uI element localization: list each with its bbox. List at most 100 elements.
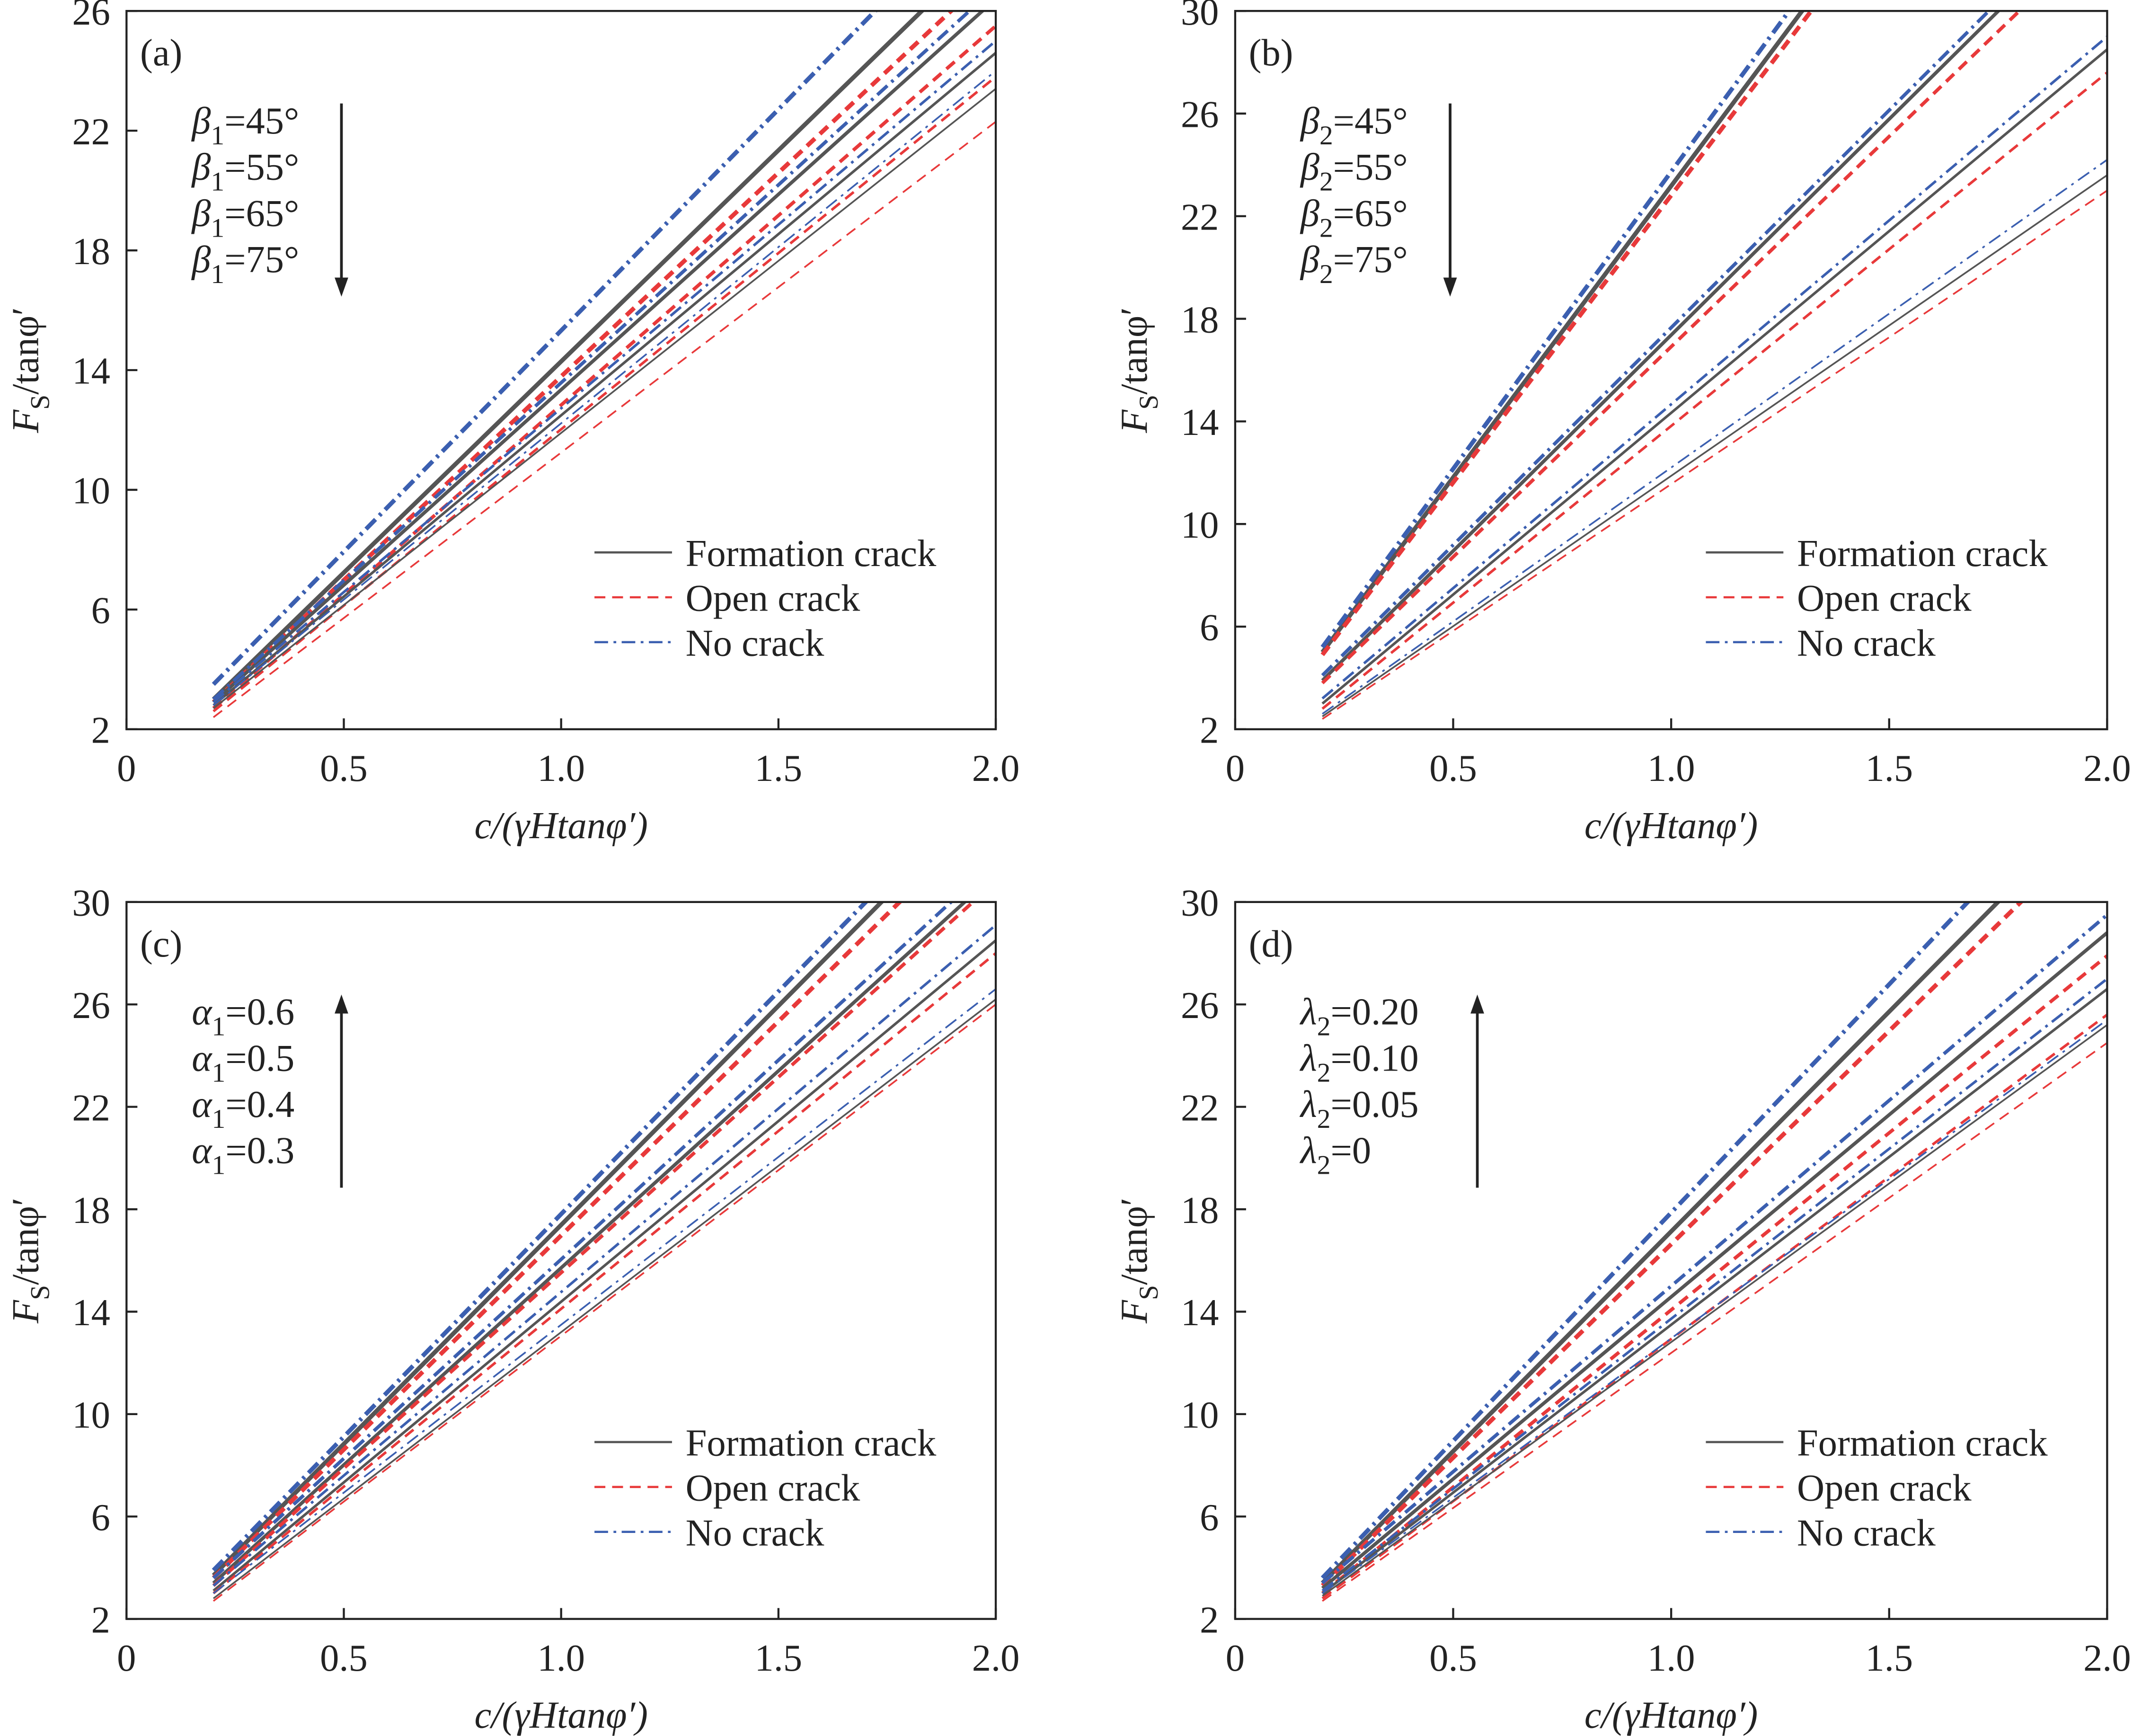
annotation: β2=75° (1300, 239, 1408, 289)
series-line (212, 902, 885, 1577)
annotation-value: =0.5 (225, 1037, 294, 1079)
y-tick-label: 14 (1181, 1292, 1219, 1334)
arrow-head (335, 277, 348, 297)
series-line (212, 11, 972, 701)
annotation-value: =65° (1333, 192, 1408, 234)
annotation: β2=65° (1300, 192, 1408, 243)
annotation: λ2=0.10 (1300, 1037, 1419, 1088)
series-line (212, 11, 925, 701)
annotation-sub: 2 (1319, 167, 1333, 197)
series-line (212, 11, 985, 704)
annotation-sub: 1 (212, 1012, 226, 1042)
series-line (1321, 11, 1991, 677)
y-tick-label: 2 (1200, 1599, 1219, 1641)
y-axis-label: FS/tanφ′ (4, 1197, 55, 1324)
y-tick-label: 30 (72, 882, 110, 924)
series-line (212, 952, 996, 1594)
annotation: β1=55° (191, 146, 299, 197)
y-axis-label: FS/tanφ′ (1113, 307, 1164, 434)
series-line (1322, 1024, 2107, 1597)
annotation: α1=0.3 (192, 1130, 294, 1180)
x-tick-label: 1.5 (1865, 747, 1913, 789)
y-tick-label: 2 (91, 1599, 110, 1641)
series-line (212, 121, 996, 718)
panel-label: (c) (140, 923, 182, 965)
series-line (1321, 71, 2107, 710)
x-tick-label: 2.0 (972, 747, 1020, 789)
annotation-value: =0.6 (225, 991, 294, 1033)
y-tick-label: 2 (91, 709, 110, 752)
y-tick-label: 18 (72, 1189, 110, 1231)
series-line (212, 999, 996, 1599)
annotation-sub: 2 (1319, 213, 1333, 243)
annotation-sub: 1 (211, 213, 224, 243)
x-axis-label: c/(γHtanφ′) (474, 805, 647, 847)
legend-label: No crack (1797, 622, 1936, 664)
x-tick-label: 1.5 (755, 747, 803, 789)
legend-label: Formation crack (686, 532, 937, 575)
legend-label: Formation crack (1797, 1422, 2048, 1464)
annotation-sub: 1 (211, 121, 224, 151)
annotation-symbol: α (192, 1037, 212, 1079)
annotation: λ2=0.05 (1300, 1083, 1419, 1134)
annotation-value: =0.20 (1330, 991, 1418, 1033)
annotation: λ2=0.20 (1300, 991, 1419, 1042)
legend-label: No crack (1797, 1512, 1936, 1554)
y-tick-label: 10 (72, 470, 110, 512)
x-axis-label: c/(γHtanφ′) (1584, 1694, 1758, 1736)
y-tick-label: 10 (1181, 504, 1219, 546)
y-label-main: F (1113, 1300, 1155, 1324)
y-tick-label: 26 (1181, 94, 1219, 136)
annotation-sub: 2 (1317, 1012, 1331, 1042)
series-line (1321, 48, 2107, 705)
annotation-symbol: β (1300, 146, 1319, 188)
annotation-symbol: β (191, 100, 211, 142)
annotation-sub: 1 (212, 1151, 226, 1180)
x-tick-label: 0.5 (320, 747, 368, 789)
y-label-sub: S (25, 395, 55, 410)
series-line (212, 1003, 996, 1602)
annotation: β2=55° (1300, 146, 1408, 197)
series-line (212, 88, 996, 709)
annotation-value: =65° (224, 192, 299, 234)
series-line (212, 11, 878, 686)
y-label-rest: /tanφ′ (4, 1197, 46, 1285)
y-tick-label: 26 (1181, 984, 1219, 1027)
y-tick-label: 18 (1181, 299, 1219, 341)
x-tick-label: 0.5 (1429, 747, 1477, 789)
y-label-rest: /tanφ′ (4, 307, 46, 395)
annotation-sub: 2 (1317, 1151, 1331, 1180)
series-line (212, 902, 954, 1579)
y-tick-label: 30 (1181, 0, 1219, 33)
annotation-symbol: α (192, 991, 212, 1033)
series-line (1322, 174, 2107, 717)
annotation: α1=0.6 (192, 991, 294, 1042)
series-line (1321, 913, 2107, 1585)
x-tick-label: 0.5 (1429, 1637, 1477, 1679)
panel: 0 0.5 1.0 1.5 2.026101418222630c/(γHtanφ′)FS… (4, 882, 1019, 1736)
y-axis-label: FS/tanφ′ (1113, 1197, 1164, 1324)
y-tick-label: 18 (1181, 1189, 1219, 1231)
series-line (212, 988, 996, 1594)
series-line (212, 52, 996, 707)
x-axis-label: c/(γHtanφ′) (474, 1694, 647, 1736)
y-tick-label: 22 (1181, 196, 1219, 239)
y-tick-label: 22 (1181, 1087, 1219, 1129)
series-line (1321, 931, 2107, 1590)
y-label-rest: /tanφ′ (1113, 307, 1155, 395)
panel-label: (b) (1249, 32, 1293, 74)
annotation-value: =55° (1333, 146, 1408, 188)
panel: 0 0.5 1.0 1.5 2.026101418222630c/(γHtanφ′)FS… (1113, 882, 2131, 1736)
y-tick-label: 30 (1181, 882, 1219, 924)
y-tick-label: 2 (1200, 709, 1219, 752)
panel: 0 0.5 1.0 1.5 2.0261014182226c/(γHtanφ′)FS/t… (4, 0, 1019, 847)
annotation-value: =55° (224, 146, 299, 188)
series-line (212, 40, 996, 703)
y-label-main: F (4, 409, 46, 434)
y-tick-label: 26 (72, 0, 110, 33)
legend-label: Open crack (686, 1467, 860, 1509)
x-tick-label: 1.0 (1647, 1637, 1695, 1679)
x-tick-label: 2.0 (2083, 747, 2131, 789)
y-tick-label: 6 (1200, 1497, 1219, 1539)
annotation-value: =0.05 (1330, 1083, 1418, 1125)
